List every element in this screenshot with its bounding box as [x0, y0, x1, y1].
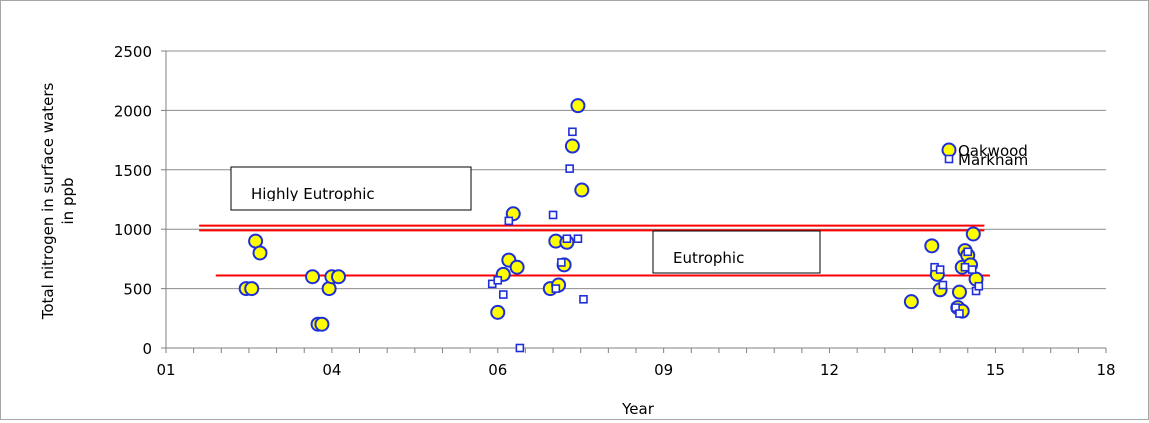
oakwood-point: [244, 281, 260, 297]
legend-label-oakwood: Oakwood: [958, 142, 1028, 160]
oakwood-point: [965, 226, 981, 242]
markham-point: [562, 234, 572, 244]
markham-point: [938, 280, 948, 290]
x-axis-title: Year: [621, 400, 655, 418]
eutrophic-label: Eutrophic: [673, 249, 744, 267]
x-tick-label: 06: [488, 361, 507, 379]
markham-point: [498, 290, 508, 299]
y-tick-label: 0: [142, 340, 152, 358]
markham-point: [963, 247, 973, 257]
oakwood-point: [564, 138, 580, 154]
y-tick-label: 1500: [114, 162, 152, 180]
y-tick-label: 2500: [114, 43, 152, 61]
x-tick-label: 12: [820, 361, 839, 379]
markham-point: [504, 216, 514, 226]
markham-point: [967, 265, 977, 274]
tick-labels: 0 500 1000 1500 2000 2500 01 04 06 09 12 15 18: [114, 43, 1116, 379]
x-tick-label: 04: [322, 361, 341, 379]
axis-layer: [165, 51, 1106, 349]
y-axis-title: Total nitrogen in surface waters in ppb: [39, 83, 77, 321]
markham-point: [493, 275, 503, 285]
markham-point: [557, 258, 566, 267]
markham-point: [565, 164, 574, 173]
markham-point: [955, 309, 964, 318]
markham-point: [974, 281, 984, 291]
x-tick-label: 01: [156, 361, 175, 379]
oakwood-point: [305, 269, 321, 285]
oakwood-point: [903, 294, 919, 310]
oakwood-point: [924, 238, 940, 254]
markham-point: [551, 284, 561, 293]
oakwood-point: [951, 284, 967, 300]
x-tick-label: 09: [654, 361, 673, 379]
y-tick-label: 2000: [114, 102, 152, 120]
highly-eutrophic-box: [230, 166, 472, 211]
oakwood-point: [314, 316, 330, 332]
markham-point: [573, 234, 583, 244]
legend-label-markham: Markham: [958, 151, 1028, 169]
markham-point: [568, 127, 577, 137]
oakwood-point: [321, 281, 337, 297]
y-tick-label: 500: [123, 281, 152, 299]
x-tick-label: 15: [986, 361, 1005, 379]
markham-point: [935, 265, 945, 274]
markham-point: [579, 294, 588, 304]
oakwood-point: [252, 245, 268, 261]
markham-point: [515, 343, 525, 353]
oakwood-point: [490, 304, 506, 320]
markham-point: [548, 210, 558, 220]
oakwood-point: [574, 182, 590, 198]
data-points: [238, 98, 984, 353]
reference-lines: [199, 224, 990, 277]
legend-marker-oakwood: [941, 142, 957, 158]
highly-eutrophic-label: Highly Eutrophic: [251, 185, 375, 203]
x-tick-label: 18: [1096, 361, 1115, 379]
legend-marker-markham: [944, 154, 954, 164]
oakwood-point: [331, 269, 347, 285]
markham-point: [960, 262, 970, 272]
annotations: Highly Eutrophic Eutrophic: [230, 166, 821, 274]
y-tick-label: 1000: [114, 221, 152, 239]
y-axis-title-line-2: in ppb: [59, 177, 77, 224]
oakwood-point: [509, 259, 525, 275]
y-axis-title-line-1: Total nitrogen in surface waters: [39, 83, 57, 321]
eutrophic-box: [652, 230, 821, 274]
oakwood-point: [570, 98, 586, 114]
